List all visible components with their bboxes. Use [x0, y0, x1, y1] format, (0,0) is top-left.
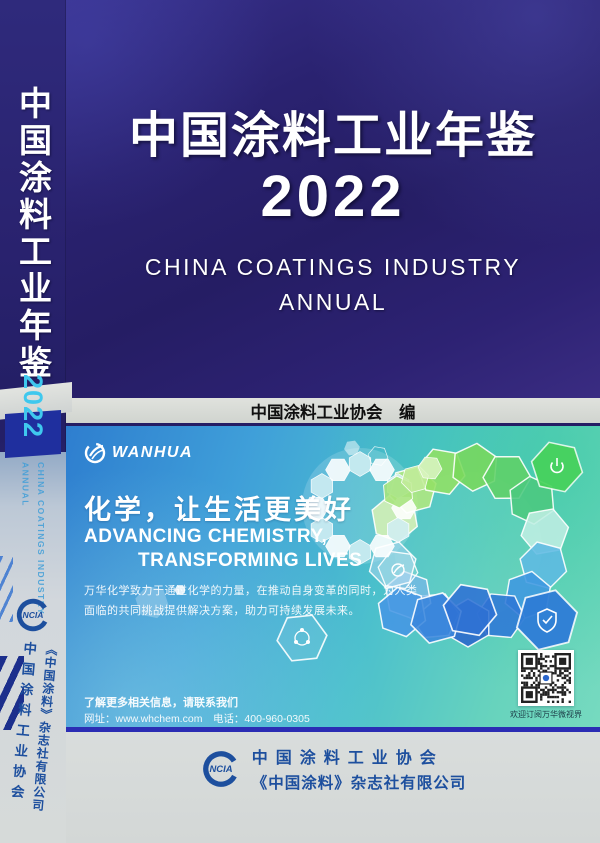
ad-contact-details: 网址：www.whchem.com 电话：400-960-0305	[84, 713, 310, 725]
footer-association-name: 中国涂料工业协会	[251, 750, 444, 767]
wanhua-logo-icon	[84, 442, 106, 464]
wanhua-ad-banner: WANHUA 化学，让生活更美好 ADVANCING CHEMISTRY, TR…	[66, 426, 600, 732]
footer-ncia-logo-icon: NCIA	[202, 750, 239, 787]
ad-slogan-en-line1: ADVANCING CHEMISTRY,	[84, 526, 328, 547]
band-divider	[66, 423, 600, 426]
ad-description-line2: 面临的共同挑战提供解决方案，助力可持续发展未来。	[84, 605, 360, 617]
footer-publisher-name: 《中国涂料》杂志社有限公司	[251, 775, 467, 792]
ad-slogan-cn: 化学，让生活更美好	[84, 495, 354, 525]
spine-diagonal-stripes	[0, 656, 24, 730]
spine-title: 中国涂料工业年鉴	[14, 86, 52, 382]
spine-edge-stripes	[0, 556, 13, 622]
wanhua-brand-text: WANHUA	[112, 444, 193, 461]
spine-lower-background	[0, 452, 66, 843]
qr-caption: 欢迎订阅万华微视界	[510, 710, 582, 719]
cover-english-title-line1: CHINA COATINGS INDUSTRY	[144, 253, 522, 280]
ncia-logo-text: NCIA	[22, 610, 43, 620]
hexagon-loop-graphic	[132, 438, 588, 663]
green-hexagon-badge	[526, 438, 588, 496]
cover-year: 2022	[260, 164, 406, 229]
molecule-icon	[294, 628, 310, 646]
spine-english-line1: CHINA COATINGS INDUSTRY	[35, 462, 46, 616]
qr-code-image	[521, 653, 571, 703]
ad-contact-intro: 了解更多相关信息，请联系我们	[84, 697, 238, 709]
editor-credit-band: 中国涂料工业协会 编	[66, 398, 600, 423]
shield-check-icon	[537, 608, 557, 633]
blue-hexagon-badge	[509, 585, 585, 655]
cover-title-area: 中国涂料工业年鉴 2022 CHINA COATINGS INDUSTRY AN…	[66, 0, 600, 398]
cover-english-title-line2: ANNUAL	[278, 288, 388, 315]
front-cover: 中国涂料工业年鉴 2022 CHINA COATINGS INDUSTRY AN…	[66, 0, 600, 843]
wanhua-logo: WANHUA	[84, 442, 193, 464]
spine-english-title: CHINA COATINGS INDUSTRY ANNUAL	[17, 462, 48, 615]
spine: 中国涂料工业年鉴 2022 CHINA COATINGS INDUSTRY AN…	[0, 0, 72, 843]
cover-title: 中国涂料工业年鉴	[128, 109, 537, 163]
footer-ncia-logo-text: NCIA	[209, 764, 232, 775]
spine-english-line2: ANNUAL	[20, 462, 31, 507]
spine-year: 2022	[18, 374, 48, 439]
footer: NCIA 中国涂料工业协会 《中国涂料》杂志社有限公司	[66, 732, 600, 843]
qr-code	[518, 650, 574, 706]
ad-description-line1: 万华化学致力于通过化学的力量，在推动自身变革的同时，为人类	[84, 585, 418, 597]
power-icon	[550, 458, 564, 474]
editor-credit: 中国涂料工业协会 编	[250, 403, 416, 422]
ad-slogan-en-line2: TRANSFORMING LIVES	[138, 550, 363, 571]
ncia-logo-icon: NCIA	[16, 598, 49, 632]
mini-swoosh-icon	[391, 563, 405, 577]
